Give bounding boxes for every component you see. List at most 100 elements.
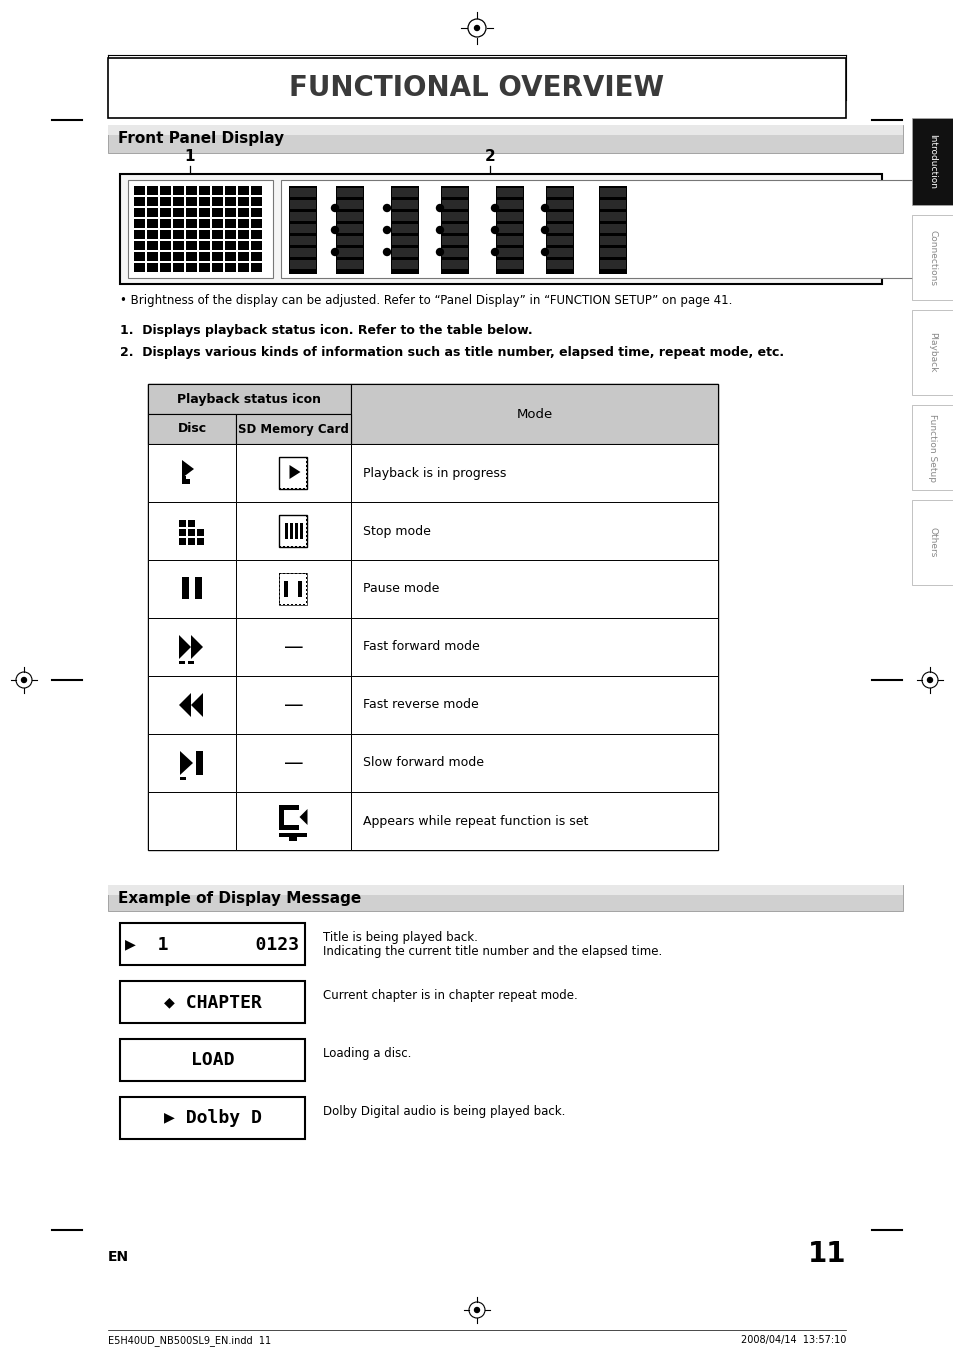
Bar [186, 186, 196, 195]
Bar [133, 219, 145, 228]
Text: Fast forward mode: Fast forward mode [363, 640, 479, 654]
Bar [133, 263, 145, 272]
Bar [599, 259, 625, 269]
Bar [108, 58, 845, 118]
Bar [133, 197, 145, 205]
Bar [306, 523, 307, 526]
Text: 2.  Displays various kinds of information such as title number, elapsed time, re: 2. Displays various kinds of information… [120, 346, 783, 359]
Bar [290, 236, 315, 245]
Bar [235, 503, 351, 561]
Bar [225, 186, 235, 195]
Bar [546, 188, 573, 197]
Polygon shape [299, 809, 307, 825]
Bar [212, 263, 223, 272]
Bar [351, 792, 718, 850]
Bar [225, 230, 235, 239]
Bar [279, 543, 280, 544]
Circle shape [383, 227, 390, 234]
Bar [496, 186, 523, 274]
Bar [441, 200, 468, 209]
Bar [290, 259, 315, 269]
Bar [237, 219, 249, 228]
Bar [188, 661, 193, 663]
Bar [147, 197, 158, 205]
Bar [235, 617, 351, 676]
Bar [306, 515, 307, 517]
Text: ◆ CHAPTER: ◆ CHAPTER [163, 993, 261, 1011]
Bar [147, 186, 158, 195]
Bar [306, 543, 307, 544]
Bar [306, 457, 307, 459]
Bar [911, 309, 953, 394]
Bar [599, 188, 625, 197]
Bar [336, 188, 363, 197]
Circle shape [541, 227, 548, 234]
Bar [351, 617, 718, 676]
Bar [290, 224, 315, 232]
Bar [172, 208, 184, 218]
Bar [199, 197, 210, 205]
Circle shape [331, 227, 338, 234]
Bar [279, 515, 280, 517]
Bar [306, 481, 307, 484]
Bar [911, 118, 953, 205]
Bar [281, 180, 953, 278]
Bar [351, 503, 718, 561]
Bar [212, 240, 223, 250]
Bar [199, 208, 210, 218]
Bar [306, 597, 307, 598]
Bar [336, 224, 363, 232]
Bar [295, 523, 298, 539]
Bar [225, 219, 235, 228]
Bar [279, 825, 299, 830]
Bar [392, 249, 417, 257]
Bar [441, 224, 468, 232]
Bar [251, 219, 262, 228]
Bar [497, 259, 522, 269]
Bar [351, 384, 718, 444]
Bar [546, 236, 573, 245]
Bar [279, 469, 280, 471]
Bar [212, 208, 223, 218]
Text: EN: EN [108, 1250, 129, 1265]
Text: Fast reverse mode: Fast reverse mode [363, 698, 478, 712]
Text: Slow forward mode: Slow forward mode [363, 757, 483, 770]
Circle shape [926, 677, 931, 682]
Bar [235, 561, 351, 617]
Bar [290, 188, 315, 197]
Bar [196, 530, 204, 536]
Bar [172, 186, 184, 195]
Text: Playback status icon: Playback status icon [177, 393, 321, 405]
Bar [289, 838, 297, 842]
Circle shape [383, 204, 390, 212]
Text: Front Panel Display: Front Panel Display [118, 131, 284, 146]
Bar [306, 469, 307, 471]
Text: Function Setup: Function Setup [927, 413, 937, 481]
Bar [251, 240, 262, 250]
Circle shape [541, 204, 548, 212]
Bar [546, 249, 573, 257]
Bar [279, 573, 307, 605]
Bar [182, 476, 186, 480]
Bar [599, 200, 625, 209]
Circle shape [491, 249, 498, 255]
Bar [336, 236, 363, 245]
Bar [306, 465, 307, 467]
Bar [391, 186, 418, 274]
Bar [336, 200, 363, 209]
Bar [160, 186, 171, 195]
Bar [182, 577, 189, 598]
Bar [306, 535, 307, 536]
Bar [147, 208, 158, 218]
Bar [279, 834, 307, 838]
Bar [336, 259, 363, 269]
Bar [235, 413, 351, 444]
Bar [235, 792, 351, 850]
Bar [188, 520, 194, 527]
Bar [336, 249, 363, 257]
Bar [235, 676, 351, 734]
Bar [251, 197, 262, 205]
Bar [196, 538, 204, 544]
Text: Title is being played back.: Title is being played back. [323, 931, 477, 944]
Bar [306, 593, 307, 594]
